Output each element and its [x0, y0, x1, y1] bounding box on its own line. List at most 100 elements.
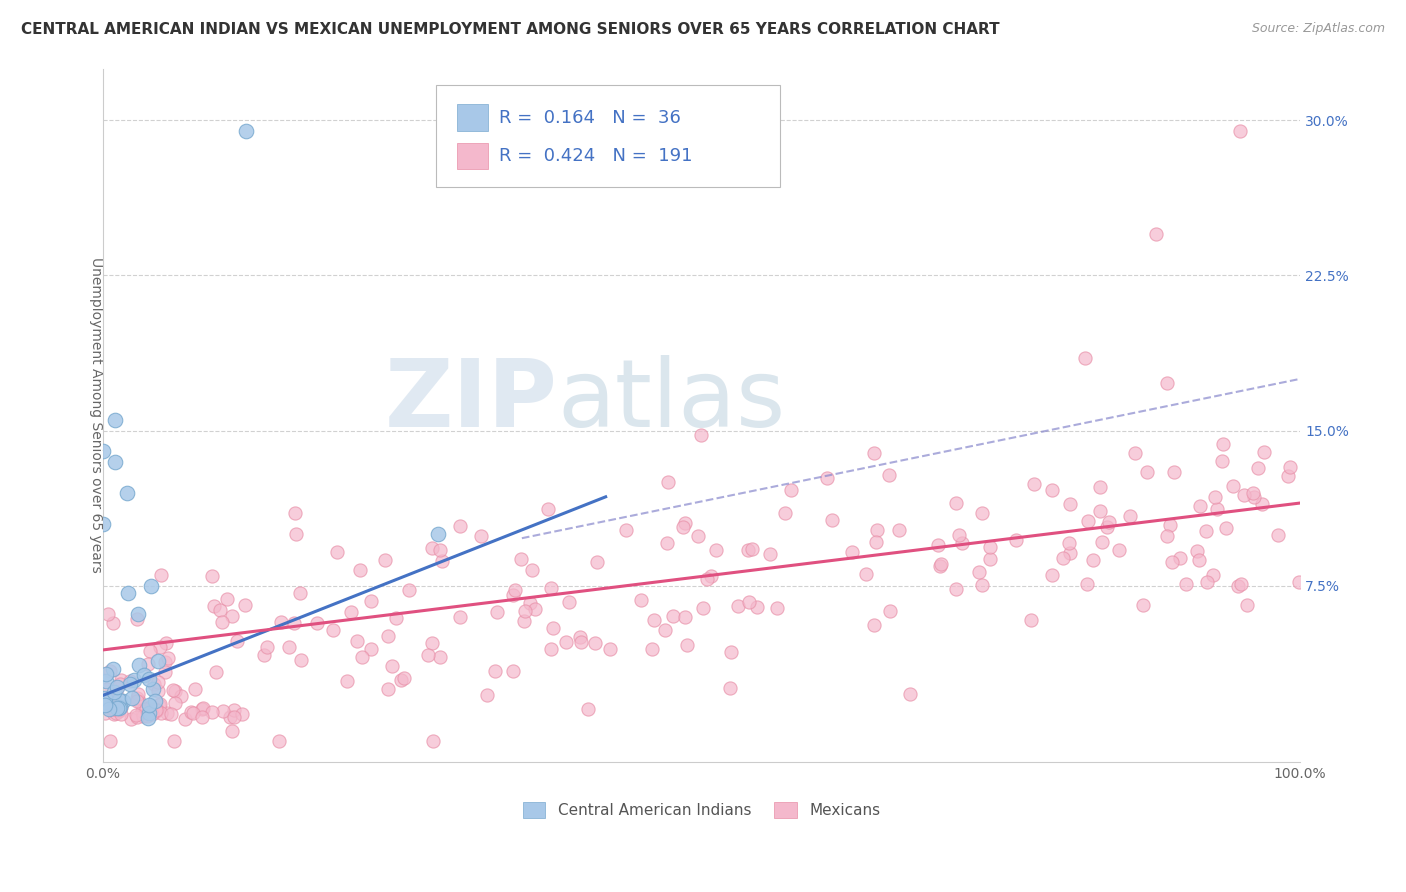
Point: [148, 698, 170, 712]
Point: [352, 649, 374, 664]
Point: [136, 657, 159, 672]
Point: [141, 699, 163, 714]
Point: [887, 523, 910, 537]
Point: [675, 638, 697, 652]
Point: [1161, 555, 1184, 569]
Point: [191, 701, 214, 715]
Point: [1204, 491, 1226, 505]
Point: [1136, 465, 1159, 479]
Point: [950, 535, 973, 549]
Point: [759, 547, 782, 561]
Point: [1123, 446, 1146, 460]
Point: [290, 586, 312, 600]
Point: [1211, 454, 1233, 468]
Point: [122, 673, 145, 687]
Point: [1005, 533, 1028, 548]
Point: [326, 545, 349, 559]
Point: [519, 596, 541, 610]
Point: [1232, 488, 1254, 502]
Point: [98, 702, 121, 716]
Point: [201, 569, 224, 583]
Point: [630, 593, 652, 607]
Point: [146, 704, 169, 718]
Point: [1202, 567, 1225, 582]
Point: [643, 613, 665, 627]
Point: [181, 706, 204, 721]
Point: [200, 706, 222, 720]
Point: [138, 701, 160, 715]
Point: [336, 674, 359, 689]
Point: [94, 667, 117, 681]
Point: [103, 662, 125, 676]
Point: [1185, 544, 1208, 558]
Point: [1118, 508, 1140, 523]
Point: [416, 648, 439, 663]
Point: [540, 642, 562, 657]
Point: [146, 684, 169, 698]
Point: [485, 605, 508, 619]
Point: [821, 513, 844, 527]
Point: [1253, 445, 1275, 459]
Point: [94, 673, 117, 688]
Point: [233, 598, 256, 612]
Point: [1241, 486, 1264, 500]
Point: [141, 706, 163, 721]
Point: [1267, 528, 1289, 542]
Point: [218, 710, 240, 724]
Point: [138, 698, 160, 712]
Point: [449, 519, 471, 533]
Point: [972, 506, 994, 520]
Point: [125, 694, 148, 708]
Point: [224, 709, 246, 723]
Point: [1187, 553, 1209, 567]
Point: [128, 658, 150, 673]
Text: Source: ZipAtlas.com: Source: ZipAtlas.com: [1251, 22, 1385, 36]
Point: [224, 703, 246, 717]
Legend: Central American Indians, Mexicans: Central American Indians, Mexicans: [516, 796, 886, 824]
Point: [1098, 515, 1121, 529]
Point: [718, 681, 741, 695]
Point: [127, 709, 149, 723]
Point: [127, 607, 149, 622]
Point: [270, 615, 292, 629]
Point: [1288, 574, 1310, 589]
Point: [170, 689, 193, 703]
Point: [429, 650, 451, 665]
Point: [131, 704, 153, 718]
Point: [104, 455, 127, 469]
Point: [1052, 550, 1074, 565]
Point: [1247, 460, 1270, 475]
Point: [866, 523, 889, 537]
Point: [174, 712, 197, 726]
Point: [322, 623, 344, 637]
Point: [700, 569, 723, 583]
Point: [1222, 478, 1244, 492]
Point: [706, 542, 728, 557]
Point: [98, 694, 121, 708]
Point: [657, 475, 679, 490]
Point: [134, 668, 156, 682]
Point: [1215, 521, 1237, 535]
Point: [1188, 500, 1211, 514]
Point: [1040, 483, 1063, 497]
Point: [162, 682, 184, 697]
Point: [143, 705, 166, 719]
Point: [576, 702, 599, 716]
Point: [484, 665, 506, 679]
Point: [1206, 502, 1229, 516]
Point: [221, 609, 243, 624]
Point: [284, 527, 307, 541]
Point: [505, 583, 527, 598]
Point: [432, 554, 454, 568]
Point: [339, 605, 361, 619]
Point: [105, 680, 128, 694]
Point: [105, 706, 128, 721]
Point: [543, 621, 565, 635]
Point: [374, 553, 396, 567]
Point: [470, 528, 492, 542]
Y-axis label: Unemployment Among Seniors over 65 years: Unemployment Among Seniors over 65 years: [89, 257, 103, 573]
Point: [91, 516, 114, 531]
Point: [110, 673, 132, 687]
Point: [970, 578, 993, 592]
Point: [253, 648, 276, 663]
